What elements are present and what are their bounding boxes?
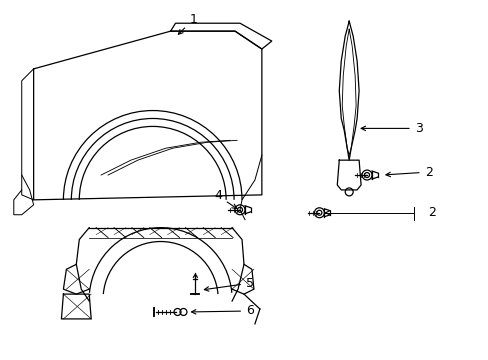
Text: 2: 2: [427, 206, 436, 219]
Text: 4: 4: [214, 189, 236, 208]
Text: 6: 6: [191, 305, 253, 318]
Text: 2: 2: [385, 166, 431, 179]
Text: 5: 5: [204, 277, 253, 291]
Text: 3: 3: [361, 122, 422, 135]
Text: 1: 1: [178, 13, 197, 34]
